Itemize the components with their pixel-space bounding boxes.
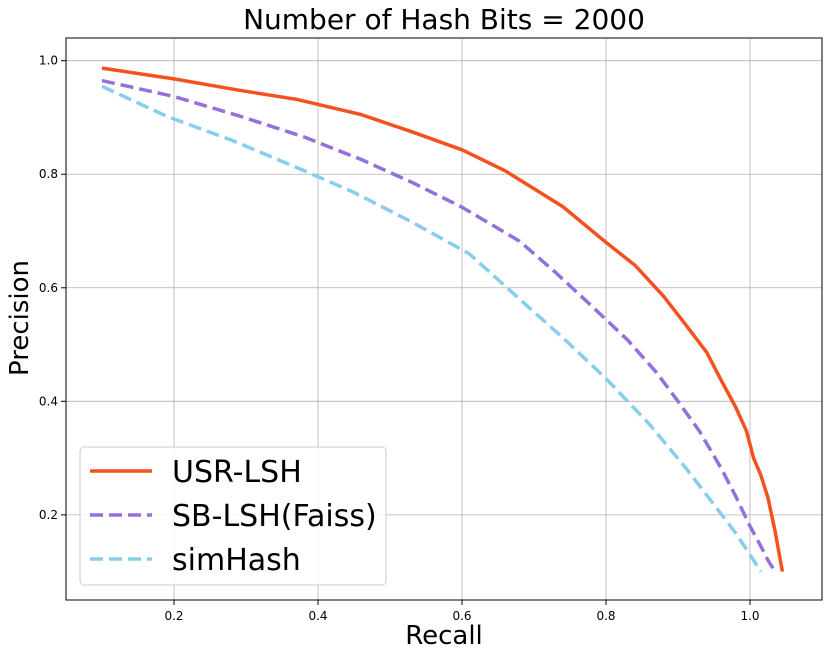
series-lines bbox=[101, 66, 785, 573]
y-tick-label: 1.0 bbox=[39, 54, 58, 68]
plot-frame bbox=[65, 37, 823, 601]
x-tick-label: 0.2 bbox=[164, 609, 183, 623]
legend-label: SB-LSH(Faiss) bbox=[172, 499, 377, 534]
legend-box bbox=[79, 446, 387, 586]
axis-ticks: 0.2 0.4 0.6 0.8 1.0 0.2 0.4 0.6 0.8 1.0 bbox=[39, 54, 760, 623]
legend: USR-LSH SB-LSH(Faiss) simHash bbox=[79, 446, 387, 586]
y-tick-label: 0.6 bbox=[39, 281, 58, 295]
x-tick-label: 0.6 bbox=[452, 609, 471, 623]
series-line-simhash bbox=[101, 84, 763, 573]
legend-label: USR-LSH bbox=[172, 455, 302, 490]
y-axis-label: Precision bbox=[5, 260, 35, 376]
chart-title: Number of Hash Bits = 2000 bbox=[243, 3, 645, 36]
x-tick-label: 0.4 bbox=[308, 609, 327, 623]
x-tick-label: 0.8 bbox=[596, 609, 615, 623]
y-tick-label: 0.2 bbox=[39, 508, 58, 522]
y-tick-label: 0.8 bbox=[39, 167, 58, 181]
y-tick-label: 0.4 bbox=[39, 394, 58, 408]
legend-label: simHash bbox=[172, 543, 301, 578]
series-line-usr-lsh bbox=[101, 66, 785, 572]
x-tick-label: 1.0 bbox=[740, 609, 759, 623]
x-axis-label: Recall bbox=[405, 621, 483, 651]
series-line-sb-lsh-faiss bbox=[101, 78, 777, 573]
